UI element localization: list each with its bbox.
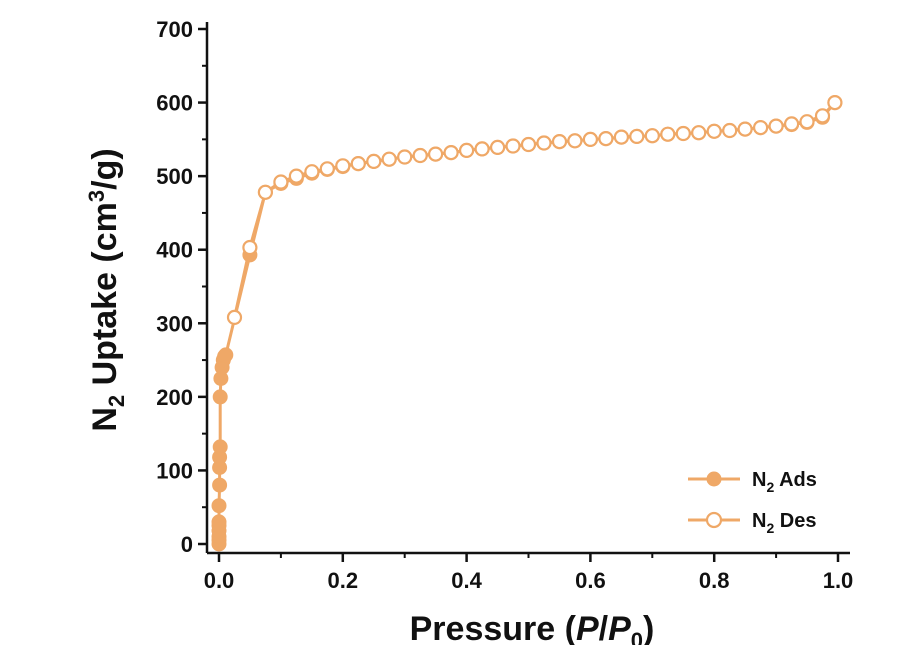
- legend-item: N2 Des: [688, 510, 817, 536]
- data-point: [675, 125, 691, 142]
- data-point: [335, 158, 351, 174]
- y-tick-label: 100: [156, 458, 193, 483]
- data-point: [212, 389, 228, 405]
- data-point: [443, 145, 459, 161]
- data-point: [211, 514, 227, 530]
- data-point: [242, 239, 258, 256]
- series-adsorption: [211, 95, 843, 552]
- data-point: [598, 131, 614, 147]
- series-desorption: [226, 94, 843, 325]
- y-tick-label: 500: [156, 164, 193, 189]
- x-tick-label: 0.6: [575, 568, 606, 593]
- y-tick-label: 400: [156, 238, 193, 263]
- x-tick-label: 0.8: [699, 568, 730, 593]
- data-point: [319, 161, 335, 177]
- data-point: [211, 498, 227, 514]
- data-point: [428, 146, 444, 162]
- data-point: [799, 114, 815, 130]
- data-point: [397, 149, 413, 165]
- legend-item: N2 Ads: [688, 469, 817, 495]
- data-point: [551, 134, 568, 150]
- data-point: [412, 147, 428, 164]
- data-point: [490, 139, 506, 155]
- x-tick-label: 0.0: [204, 568, 235, 593]
- y-axis-title: N2 Uptake (cm3/g): [84, 148, 129, 431]
- data-point: [644, 128, 660, 144]
- data-point: [366, 153, 382, 169]
- data-point: [629, 128, 645, 144]
- y-tick-label: 300: [156, 311, 193, 336]
- data-point: [226, 309, 243, 325]
- legend: N2 Ads N2 Des: [688, 469, 817, 536]
- data-point: [582, 131, 599, 147]
- data-point: [613, 129, 630, 145]
- data-point: [706, 123, 722, 139]
- x-tick-label: 1.0: [823, 568, 854, 593]
- data-point: [218, 347, 234, 363]
- ticks-layer: 0 100 200 300 400 500 600 700 0.0 0.2 0.4 0.6 0.8 1.0: [156, 17, 853, 593]
- legend-marker: [706, 471, 722, 487]
- data-point: [814, 108, 831, 124]
- series-layer: [211, 94, 843, 552]
- data-point: [257, 184, 273, 200]
- data-point: [691, 125, 707, 141]
- data-point: [722, 122, 738, 139]
- y-tick-label: 600: [156, 91, 193, 116]
- axis-titles: Pressure (P/P0) N2 Uptake (cm3/g): [84, 148, 655, 650]
- y-tick-label: 0: [181, 532, 193, 557]
- x-tick-label: 0.4: [451, 568, 482, 593]
- data-point: [350, 156, 366, 172]
- data-point: [459, 142, 475, 158]
- x-tick-label: 0.2: [328, 568, 359, 593]
- data-point: [212, 477, 228, 493]
- data-point: [783, 116, 800, 132]
- data-point: [737, 121, 753, 137]
- x-axis-title: Pressure (P/P0): [410, 610, 655, 645]
- data-point: [212, 439, 228, 455]
- data-point: [768, 118, 784, 134]
- data-point: [752, 119, 769, 136]
- data-point: [827, 94, 843, 111]
- data-point: [505, 138, 521, 154]
- data-point: [567, 133, 583, 149]
- data-point: [381, 151, 397, 167]
- data-point: [304, 164, 320, 180]
- data-point: [474, 141, 490, 157]
- y-tick-label: 200: [156, 385, 193, 410]
- data-point: [288, 168, 304, 184]
- y-tick-label: 700: [156, 17, 193, 42]
- legend-marker: [705, 511, 723, 529]
- legend-label: N2 Ads: [752, 469, 817, 495]
- legend-label: N2 Des: [752, 510, 817, 536]
- data-point: [520, 136, 537, 153]
- data-point: [660, 126, 676, 142]
- data-point: [273, 174, 289, 190]
- series-line: [233, 101, 836, 318]
- data-point: [536, 135, 552, 151]
